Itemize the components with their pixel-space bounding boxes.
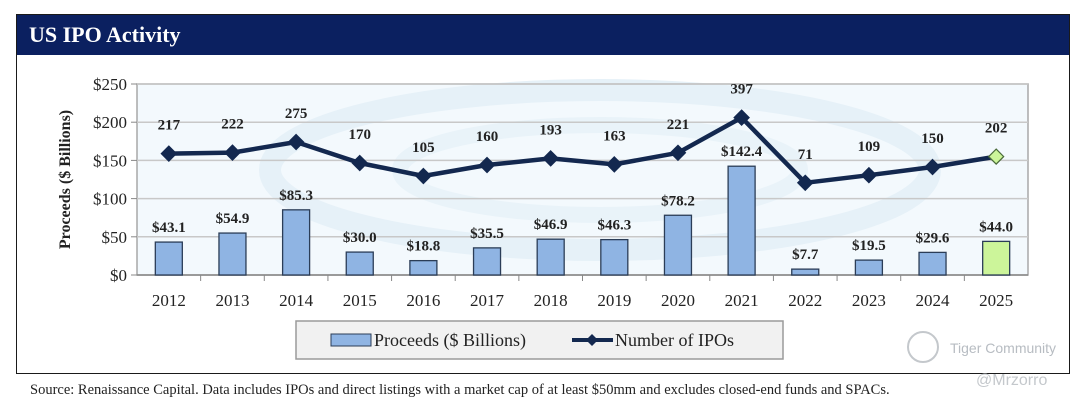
x-tick-label: 2022	[788, 291, 822, 310]
bar-data-label: $46.9	[534, 217, 568, 233]
line-marker	[796, 174, 814, 192]
bar-data-label: $43.1	[152, 220, 186, 236]
x-tick-label: 2021	[725, 291, 759, 310]
bar-proceeds	[345, 251, 374, 276]
legend-swatch-proceeds	[330, 333, 372, 347]
bar-data-label: $44.0	[979, 219, 1013, 235]
watermark-handle: @Mrzorro	[976, 372, 1048, 389]
x-tick-label: 2018	[534, 291, 568, 310]
line-data-label: 397	[730, 82, 753, 98]
line-data-label: 163	[603, 128, 626, 144]
line-marker	[860, 166, 878, 184]
line-marker	[542, 150, 560, 167]
watermark-community: Tiger Community	[950, 340, 1057, 356]
bar-proceeds	[982, 240, 1011, 276]
bar-data-label: $54.9	[216, 211, 250, 227]
y-axis-title: Proceeds ($ Billions)	[57, 110, 74, 249]
bar-proceeds	[409, 259, 438, 276]
bar-data-label: $78.2	[661, 193, 695, 209]
legend-label-proceeds: Proceeds ($ Billions)	[374, 330, 526, 351]
line-data-label: 160	[476, 129, 499, 145]
x-tick-label: 2014	[279, 291, 314, 310]
y-tick-label: $100	[93, 190, 127, 209]
x-tick-label: 2020	[661, 291, 695, 310]
x-tick-label: 2015	[343, 291, 377, 310]
bar-data-label: $35.5	[470, 226, 504, 242]
line-marker	[924, 158, 941, 176]
x-tick-label: 2017	[470, 291, 505, 310]
x-tick-label: 2019	[597, 291, 631, 310]
line-data-label: 71	[798, 147, 813, 163]
line-data-label: 105	[412, 140, 435, 156]
x-tick-label: 2024	[916, 291, 951, 310]
line-data-label: 170	[349, 127, 372, 143]
bar-data-label: $19.5	[852, 238, 886, 254]
line-data-label: 217	[158, 118, 181, 134]
y-tick-label: $50	[102, 228, 128, 247]
y-tick-label: $0	[110, 266, 127, 285]
line-data-label: 109	[858, 139, 881, 155]
bar-proceeds	[600, 238, 629, 276]
line-data-label: 202	[985, 121, 1008, 137]
line-marker	[478, 156, 496, 174]
line-data-label: 193	[539, 122, 562, 138]
line-marker	[351, 154, 369, 172]
y-tick-label: $150	[93, 151, 127, 170]
chart-title: US IPO Activity	[29, 22, 181, 47]
bar-proceeds	[536, 238, 565, 276]
bar-data-label: $46.3	[597, 218, 631, 234]
line-marker	[160, 145, 178, 162]
line-data-label: 275	[285, 106, 308, 122]
bar-data-label: $29.6	[916, 230, 950, 246]
bar-proceeds	[727, 165, 756, 276]
bar-proceeds	[218, 232, 247, 276]
line-marker	[669, 144, 687, 162]
line-data-label: 221	[667, 117, 690, 133]
bar-proceeds	[281, 209, 311, 276]
tiger-logo-icon	[907, 331, 939, 363]
line-marker	[605, 156, 623, 173]
bar-proceeds	[472, 247, 502, 276]
x-tick-label: 2013	[215, 291, 249, 310]
bar-proceeds	[918, 251, 947, 276]
legend-marker-ipos	[586, 334, 598, 346]
title-bar: US IPO Activity	[17, 15, 1069, 55]
source-note: Source: Renaissance Capital. Data includ…	[30, 382, 890, 398]
y-tick-label: $200	[93, 113, 127, 132]
bar-data-label: $18.8	[407, 239, 441, 255]
bar-proceeds	[791, 268, 820, 276]
line-data-label: 150	[921, 131, 944, 147]
bar-data-label: $30.0	[343, 230, 377, 246]
y-tick-label: $250	[93, 75, 127, 94]
bar-data-label: $142.4	[721, 144, 763, 160]
line-data-label: 222	[221, 117, 244, 133]
line-marker	[415, 167, 432, 185]
line-marker	[224, 144, 241, 161]
bar-data-label: $85.3	[279, 188, 313, 204]
line-marker	[287, 133, 305, 151]
x-tick-label: 2023	[852, 291, 886, 310]
bar-proceeds	[663, 214, 693, 276]
bar-proceeds	[154, 241, 183, 276]
legend-label-ipos: Number of IPOs	[615, 330, 734, 350]
bar-data-label: $7.7	[792, 247, 819, 263]
bar-proceeds	[854, 259, 884, 276]
x-tick-label: 2016	[406, 291, 440, 310]
x-tick-label: 2012	[152, 291, 186, 310]
legend-box	[295, 320, 784, 360]
x-tick-label: 2025	[979, 291, 1013, 310]
line-marker	[733, 109, 750, 126]
line-marker	[987, 148, 1005, 165]
line-ipo-count	[168, 115, 997, 186]
